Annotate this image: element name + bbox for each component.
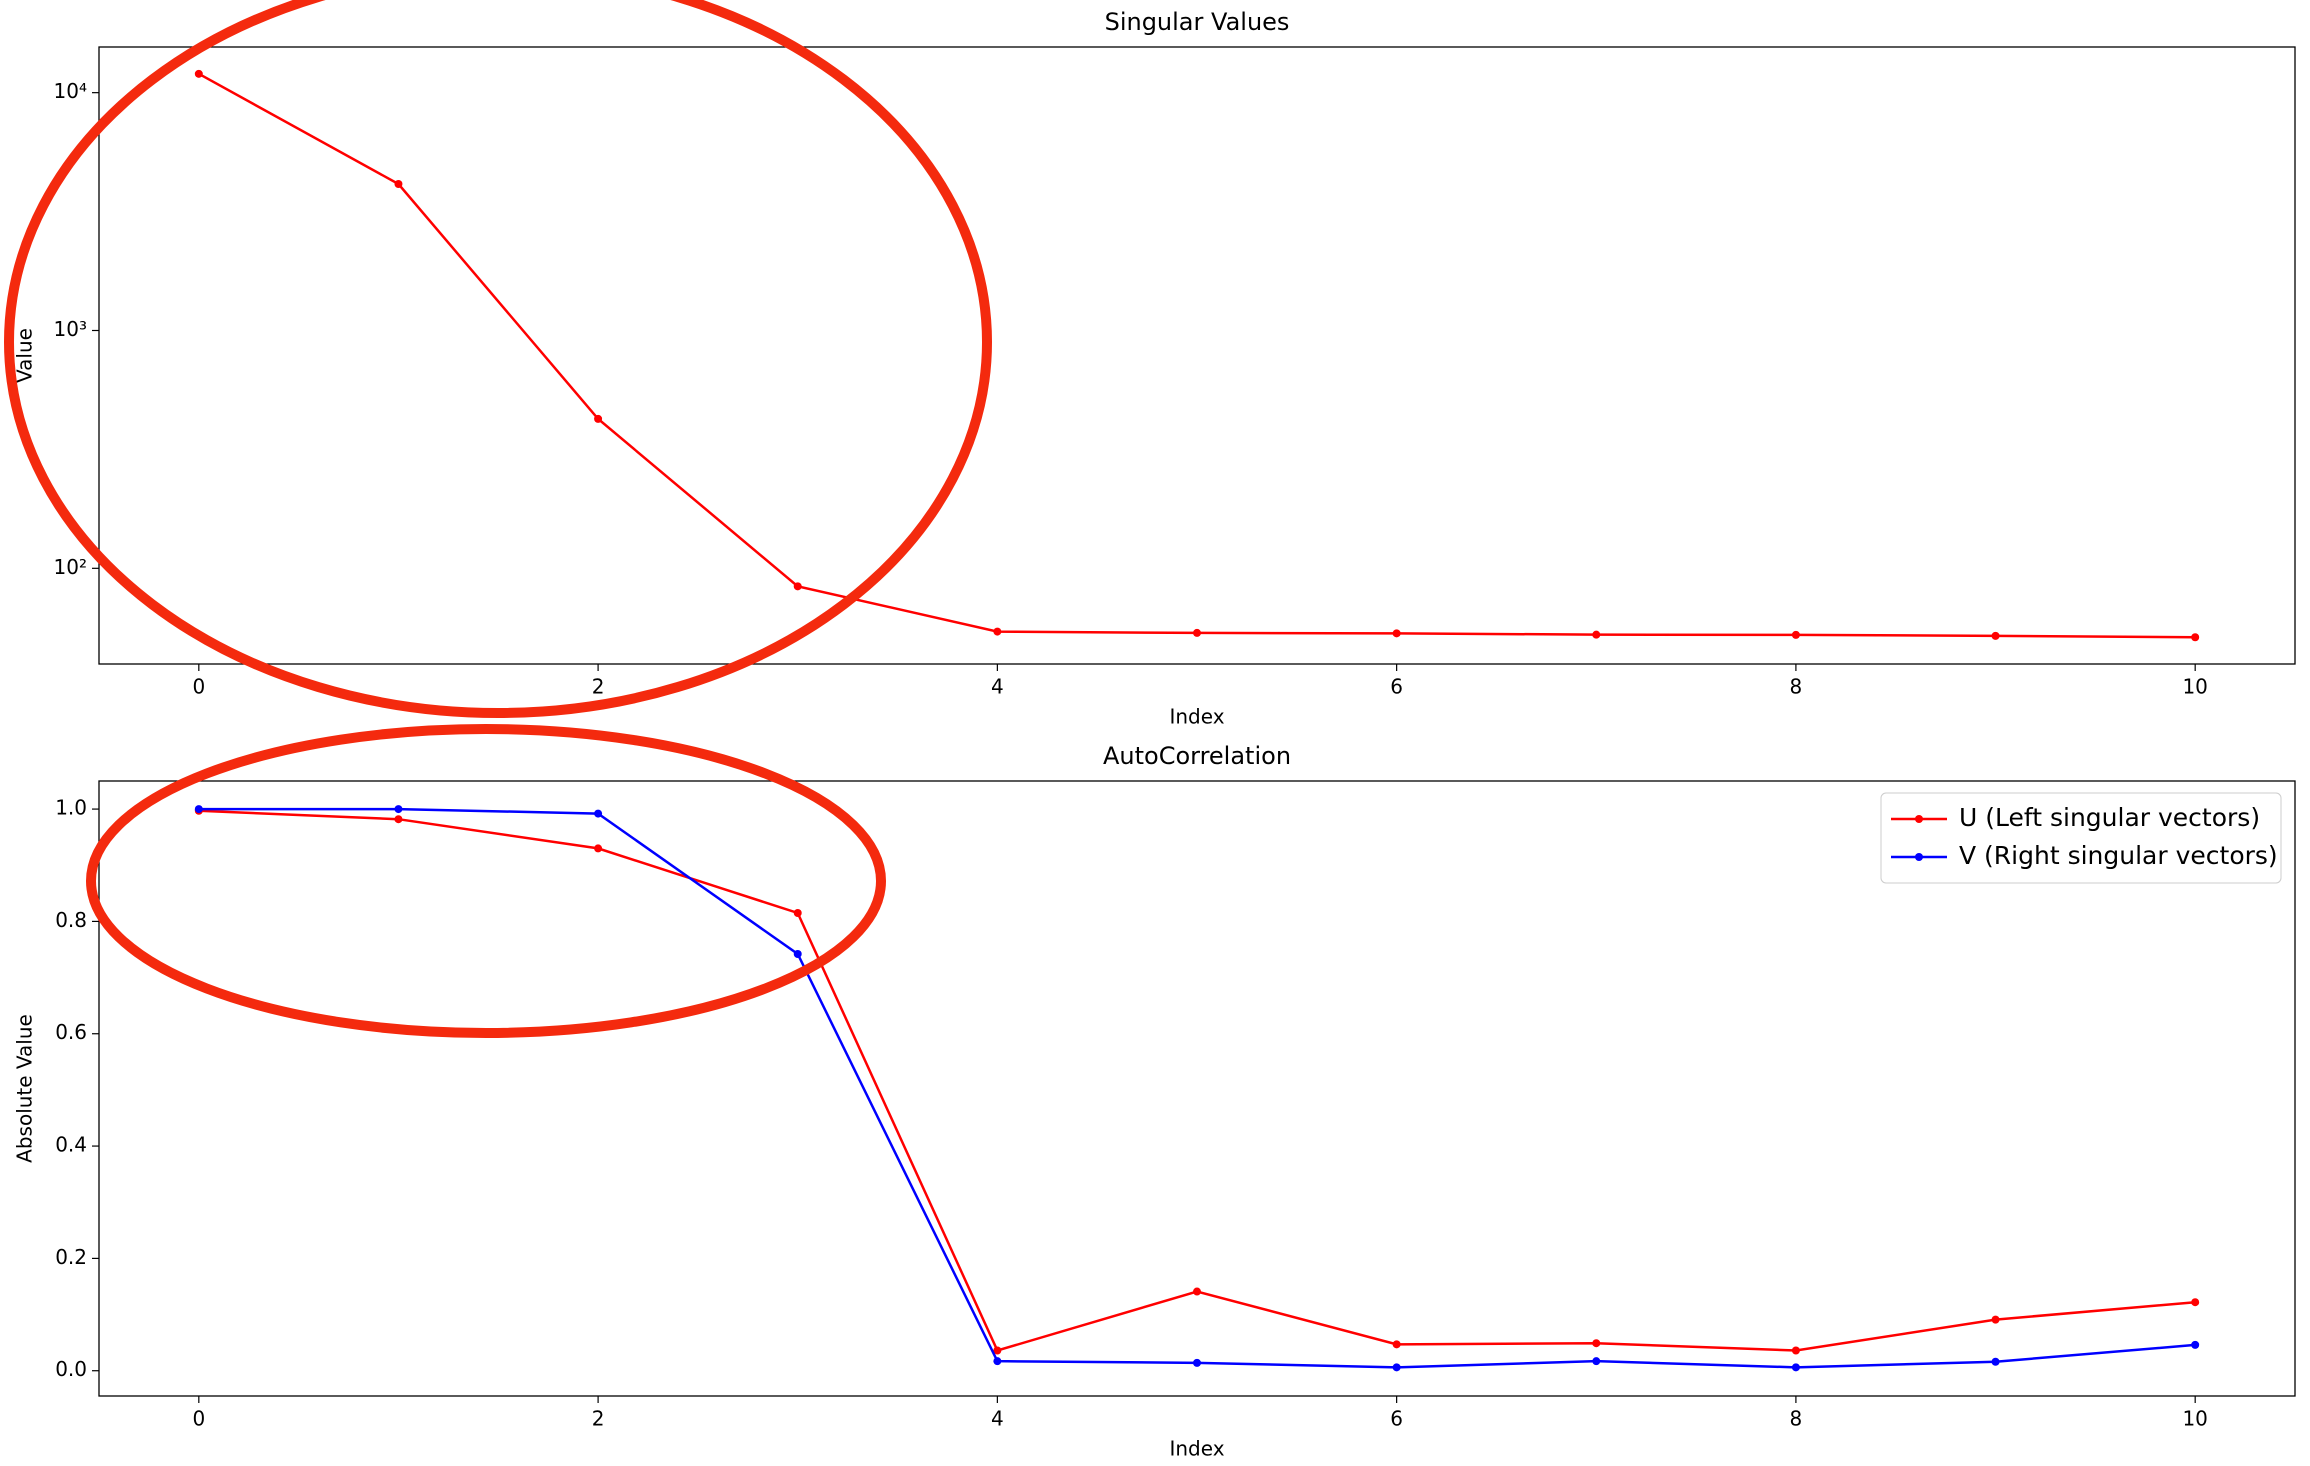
data-point bbox=[1592, 630, 1601, 639]
x-tick-label: 4 bbox=[991, 1407, 1004, 1431]
x-tick-label: 0 bbox=[192, 675, 205, 699]
data-point bbox=[1791, 630, 1800, 639]
annotation-ellipse bbox=[4, 0, 992, 718]
y-tick-label: 0.8 bbox=[55, 908, 87, 932]
x-tick-label: 10 bbox=[2182, 675, 2207, 699]
data-point bbox=[2191, 633, 2200, 642]
chart-title: AutoCorrelation bbox=[1103, 742, 1291, 770]
axes-frame bbox=[98, 46, 2296, 665]
plot-area bbox=[194, 69, 2200, 642]
data-point bbox=[2191, 1340, 2200, 1349]
x-axis-label: Index bbox=[1169, 705, 1224, 729]
charts: Singular Values Index Value 0 2 4 6 8 10 10² 10³ 10… bbox=[13, 8, 2296, 1461]
data-point bbox=[793, 908, 802, 917]
data-point bbox=[1592, 1357, 1601, 1366]
data-point bbox=[594, 414, 603, 423]
x-tick-label: 8 bbox=[1790, 1407, 1803, 1431]
data-point bbox=[594, 809, 603, 818]
data-point bbox=[394, 805, 403, 814]
x-tick-label: 6 bbox=[1390, 675, 1403, 699]
legend: U (Left singular vectors) V (Right singul… bbox=[1880, 792, 2282, 884]
chart: AutoCorrelation Index Absolute Value 0 2 4 6 8 1… bbox=[13, 742, 2296, 1461]
data-point bbox=[2191, 1298, 2200, 1307]
y-tick-label: 1.0 bbox=[55, 796, 87, 820]
x-tick-label: 8 bbox=[1790, 675, 1803, 699]
legend-label: V (Right singular vectors) bbox=[1959, 841, 2278, 870]
data-point bbox=[1193, 1287, 1201, 1296]
y-tick-label: 0.2 bbox=[55, 1245, 87, 1269]
data-point bbox=[993, 1357, 1002, 1366]
data-point bbox=[793, 949, 802, 958]
data-point bbox=[993, 1346, 1002, 1355]
legend-marker bbox=[1915, 815, 1923, 823]
data-point bbox=[793, 582, 802, 591]
data-point bbox=[993, 627, 1002, 636]
data-point bbox=[1392, 1340, 1401, 1349]
data-point bbox=[594, 844, 603, 853]
data-point bbox=[394, 815, 403, 824]
x-tick-label: 2 bbox=[592, 1407, 605, 1431]
data-point bbox=[194, 805, 203, 814]
data-point bbox=[1991, 1357, 2000, 1366]
data-point bbox=[394, 180, 403, 189]
data-point bbox=[1991, 631, 2000, 640]
annotation-ellipse bbox=[86, 724, 886, 1038]
data-point bbox=[1392, 1363, 1401, 1372]
data-point bbox=[1991, 1315, 2000, 1324]
y-tick-label: 0.0 bbox=[55, 1357, 87, 1381]
chart-title: Singular Values bbox=[1105, 8, 1290, 36]
axes-frame bbox=[98, 780, 2296, 1397]
data-point bbox=[1193, 1358, 1201, 1367]
data-point bbox=[1592, 1339, 1601, 1348]
chart: Singular Values Index Value 0 2 4 6 8 10 10² 10³ 10… bbox=[13, 8, 2296, 729]
y-axis-label: Absolute Value bbox=[13, 1014, 37, 1163]
y-tick-label: 10⁴ bbox=[54, 79, 87, 103]
x-tick-label: 0 bbox=[192, 1407, 205, 1431]
x-tick-label: 6 bbox=[1390, 1407, 1403, 1431]
x-tick-label: 4 bbox=[991, 675, 1004, 699]
y-tick-label: 0.6 bbox=[55, 1020, 87, 1044]
data-point bbox=[1791, 1363, 1800, 1372]
y-tick-label: 10³ bbox=[54, 317, 87, 341]
data-point bbox=[194, 69, 203, 78]
x-tick-label: 2 bbox=[592, 675, 605, 699]
legend-marker bbox=[1915, 853, 1923, 861]
y-tick-label: 0.4 bbox=[55, 1133, 87, 1157]
legend-label: U (Left singular vectors) bbox=[1959, 803, 2260, 832]
plot-area bbox=[194, 805, 2200, 1372]
data-point bbox=[1791, 1346, 1800, 1355]
x-axis-label: Index bbox=[1169, 1437, 1224, 1461]
x-tick-label: 10 bbox=[2182, 1407, 2207, 1431]
y-tick-label: 10² bbox=[54, 555, 87, 579]
y-axis-label: Value bbox=[13, 328, 37, 383]
legend-box bbox=[1880, 792, 2282, 884]
data-point bbox=[1392, 629, 1401, 638]
data-point bbox=[1193, 628, 1201, 637]
